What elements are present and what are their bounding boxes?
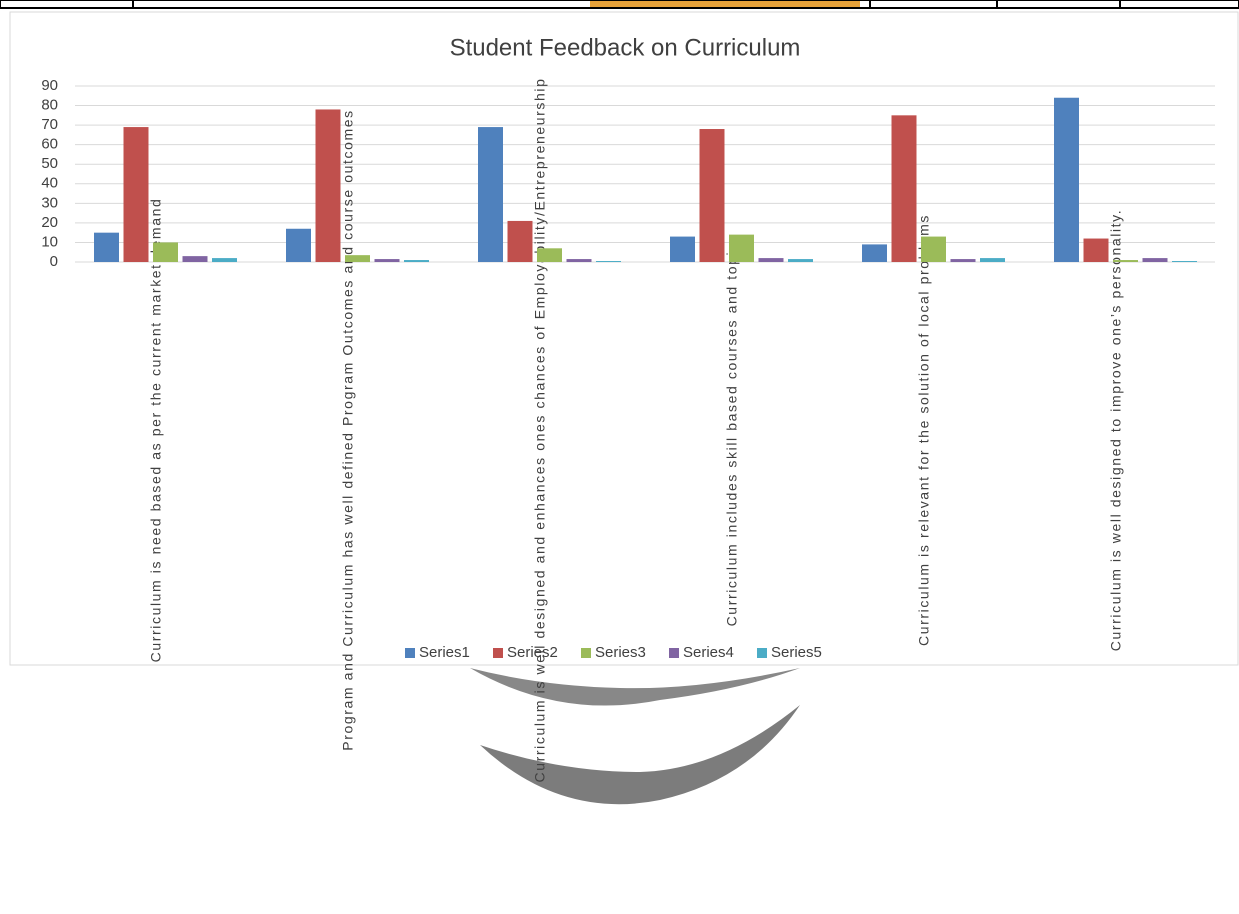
bar <box>1113 260 1138 262</box>
bar <box>153 242 178 262</box>
x-tick-label: Curriculum is well designed and enhances… <box>532 78 548 783</box>
bar <box>1172 261 1197 262</box>
legend-label: Series5 <box>771 644 822 661</box>
bar <box>862 244 887 262</box>
chart-frame <box>9 11 1239 666</box>
y-tick-label: 20 <box>41 214 58 231</box>
bar <box>758 258 784 262</box>
y-tick-label: 90 <box>41 77 58 94</box>
swoosh <box>470 668 800 706</box>
legend-swatch <box>669 648 679 658</box>
bar <box>315 109 341 262</box>
bar <box>1054 97 1079 262</box>
y-tick-label: 60 <box>41 136 58 153</box>
bar <box>788 259 813 262</box>
bar <box>921 236 946 262</box>
decor <box>0 0 1239 805</box>
bar <box>1142 258 1168 262</box>
x-tick-label: Curriculum is relevant for the solution … <box>916 214 932 646</box>
bar <box>950 259 976 262</box>
legend-swatch <box>581 648 591 658</box>
legend-label: Series1 <box>419 644 470 661</box>
y-tick-label: 50 <box>41 155 58 172</box>
bar <box>596 261 621 262</box>
legend-swatch <box>493 648 503 658</box>
plot: 0 10 20 30 40 50 60 70 80 90 Curriculum is need ba… <box>41 77 1215 783</box>
bar <box>286 228 311 262</box>
bar <box>670 236 695 262</box>
bar <box>891 115 917 262</box>
bar <box>94 232 119 262</box>
x-tick-label: Curriculum is need based as per the curr… <box>148 198 164 663</box>
chart-title: Student Feedback on Curriculum <box>450 34 801 61</box>
bar <box>507 220 533 262</box>
x-tick-label: Program and Curriculum has well defined … <box>340 109 356 750</box>
bar <box>699 129 725 262</box>
bar <box>729 234 754 262</box>
swoosh <box>480 705 800 805</box>
bar <box>182 256 208 262</box>
bar <box>980 258 1005 262</box>
y-tick-label: 30 <box>41 194 58 211</box>
bar <box>374 259 400 262</box>
y-tick-label: 70 <box>41 116 58 133</box>
bar <box>566 259 592 262</box>
y-tick-label: 0 <box>50 253 58 270</box>
legend-label: Series3 <box>595 644 646 661</box>
decor-strip <box>590 0 860 8</box>
bar <box>404 260 429 262</box>
bar <box>212 258 237 262</box>
table-border <box>0 0 1239 9</box>
legend-label: Series2 <box>507 644 558 661</box>
bar <box>345 255 370 262</box>
bar <box>123 127 149 262</box>
bar <box>1083 238 1109 262</box>
bar <box>478 127 503 262</box>
x-tick-label: Curriculum includes skill based courses … <box>724 234 740 627</box>
legend-swatch <box>405 648 415 658</box>
legend-label: Series4 <box>683 644 734 661</box>
y-tick-label: 10 <box>41 233 58 250</box>
x-tick-label: Curriculum is well designed to improve o… <box>1108 209 1124 651</box>
y-tick-label: 80 <box>41 97 58 114</box>
legend-swatch <box>757 648 767 658</box>
y-tick-label: 40 <box>41 175 58 192</box>
bar <box>537 248 562 262</box>
